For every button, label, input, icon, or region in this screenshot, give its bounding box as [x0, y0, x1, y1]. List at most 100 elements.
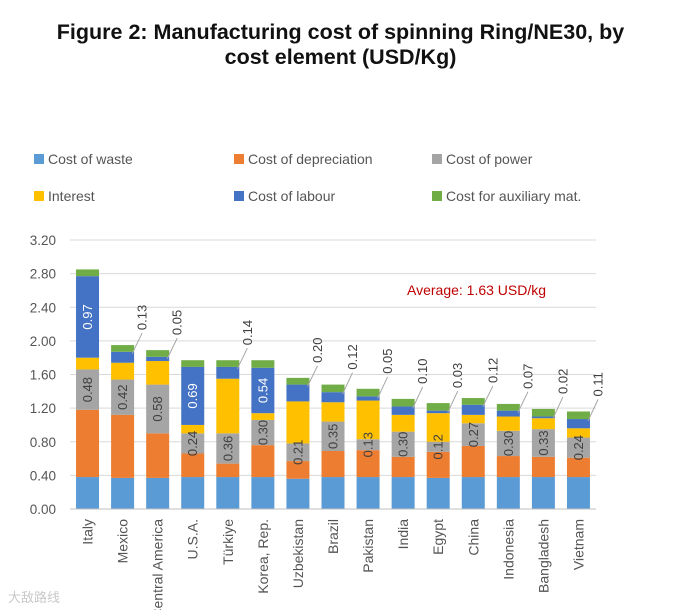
bar-bangladesh-cost-of-power	[531, 429, 555, 457]
bar-china-cost-of-waste	[461, 477, 485, 509]
x-tick-label-korea-rep: Korea, Rep.	[255, 519, 271, 594]
data-label-u-s-a-cost-of-power: 0.24	[185, 431, 200, 456]
bar-u-s-a-interest	[181, 424, 205, 434]
legend-label-cost-for-auxiliary-mat: Cost for auxiliary mat.	[446, 188, 581, 204]
bar-mexico-cost-of-waste	[111, 477, 135, 509]
bar-egypt-cost-of-waste	[426, 477, 450, 509]
chart-title: Figure 2: Manufacturing cost of spinning…	[0, 20, 681, 70]
data-label-pakistan-cost-of-power: 0.13	[361, 432, 376, 457]
y-tick-label: 2.00	[30, 334, 56, 349]
bar-uzbekistan-cost-of-labour	[286, 384, 310, 402]
bar-egypt-cost-of-power	[426, 441, 450, 452]
callout-line	[447, 390, 459, 413]
data-label-indonesia-cost-of-labour: 0.07	[520, 364, 535, 389]
bar-central-america-cost-of-depreciation	[146, 433, 170, 478]
bar-india-cost-of-waste	[391, 477, 415, 509]
callout-line	[412, 386, 424, 409]
legend-label-cost-of-power: Cost of power	[446, 151, 533, 167]
bar-t-rkiye-cost-of-power	[216, 433, 240, 464]
bar-india-cost-of-power	[391, 431, 415, 457]
x-tick-label-brazil: Brazil	[325, 519, 341, 554]
bar-brazil-cost-of-labour	[321, 392, 345, 403]
bar-china-cost-of-labour	[461, 404, 485, 415]
bar-korea-rep-interest	[251, 413, 275, 420]
bar-t-rkiye-interest	[216, 378, 240, 434]
bar-brazil-cost-for-auxiliary-mat	[321, 384, 345, 393]
chart-title-line1: Figure 2: Manufacturing cost of spinning…	[56, 20, 625, 44]
x-tick-label-t-rkiye: Türkiye	[220, 519, 236, 565]
bar-egypt-cost-for-auxiliary-mat	[426, 403, 450, 411]
bar-india-cost-of-labour	[391, 406, 415, 415]
data-label-vietnam-cost-of-labour: 0.11	[591, 372, 606, 396]
legend: Cost of waste Cost of depreciation Cost of…	[34, 151, 581, 204]
bar-india-cost-of-depreciation	[391, 456, 415, 478]
bar-korea-rep-cost-of-waste	[251, 477, 275, 509]
x-tick-label-mexico: Mexico	[115, 519, 131, 564]
chart-title-line2: cost element (USD/Kg)	[224, 45, 457, 69]
bar-uzbekistan-cost-for-auxiliary-mat	[286, 377, 310, 385]
bar-indonesia-cost-for-auxiliary-mat	[496, 403, 520, 411]
bar-central-america-cost-of-waste	[146, 477, 170, 509]
x-tick-label-india: India	[395, 519, 411, 550]
bar-indonesia-cost-of-labour	[496, 410, 520, 417]
data-label-india-cost-of-power: 0.30	[396, 432, 411, 457]
bar-pakistan-cost-of-power	[356, 439, 380, 451]
bar-bangladesh-cost-of-labour	[531, 416, 555, 419]
bar-central-america-cost-of-labour	[146, 356, 170, 362]
bar-india-interest	[391, 414, 415, 432]
x-tick-label-indonesia: Indonesia	[500, 519, 516, 580]
bar-mexico-cost-of-labour	[111, 351, 135, 363]
bar-u-s-a-cost-of-power	[181, 433, 205, 454]
data-label-bangladesh-cost-of-labour: 0.02	[555, 369, 570, 394]
bar-pakistan-cost-for-auxiliary-mat	[356, 388, 380, 397]
data-label-indonesia-cost-of-power: 0.30	[501, 431, 516, 456]
bar-italy-cost-for-auxiliary-mat	[76, 269, 100, 277]
x-tick-label-uzbekistan: Uzbekistan	[290, 519, 306, 588]
callout-line	[306, 365, 318, 387]
data-label-central-america-cost-of-labour: 0.05	[170, 310, 185, 335]
bar-vietnam-cost-of-waste	[566, 477, 590, 509]
legend-label-cost-of-labour: Cost of labour	[248, 188, 335, 204]
bar-egypt-cost-of-depreciation	[426, 451, 450, 478]
legend-swatch-cost-of-labour	[234, 191, 244, 201]
data-label-pakistan-cost-of-labour: 0.05	[380, 348, 395, 373]
bar-indonesia-cost-of-power	[496, 430, 520, 457]
bar-korea-rep-cost-for-auxiliary-mat	[251, 360, 275, 368]
bar-india-cost-for-auxiliary-mat	[391, 398, 415, 407]
bar-vietnam-interest	[566, 428, 590, 438]
data-label-mexico-cost-of-labour: 0.13	[135, 305, 150, 330]
data-label-brazil-cost-of-labour: 0.12	[345, 344, 360, 369]
bar-bangladesh-cost-of-waste	[531, 477, 555, 509]
bar-pakistan-interest	[356, 400, 380, 440]
y-tick-label: 2.40	[30, 300, 56, 315]
bar-indonesia-interest	[496, 416, 520, 431]
average-annotation: Average: 1.63 USD/kg	[407, 282, 546, 298]
x-tick-label-pakistan: Pakistan	[360, 519, 376, 573]
data-label-central-america-cost-of-power: 0.58	[150, 396, 165, 421]
legend-label-interest: Interest	[48, 188, 95, 204]
bar-korea-rep-cost-of-depreciation	[251, 445, 275, 478]
bar-italy-interest	[76, 357, 100, 370]
bar-u-s-a-cost-of-labour	[181, 366, 205, 425]
bar-indonesia-cost-of-depreciation	[496, 456, 520, 478]
watermark: 大敌路线	[8, 590, 61, 605]
bar-mexico-cost-of-depreciation	[111, 414, 135, 478]
callout-line	[131, 332, 143, 355]
x-tick-label-italy: Italy	[80, 519, 96, 545]
bar-mexico-cost-of-power	[111, 379, 135, 415]
bar-egypt-interest	[426, 413, 450, 442]
data-label-brazil-cost-of-power: 0.35	[326, 424, 341, 449]
bar-mexico-interest	[111, 362, 135, 380]
x-tick-label-vietnam: Vietnam	[570, 519, 586, 570]
data-label-bangladesh-cost-of-power: 0.33	[536, 430, 551, 455]
bar-t-rkiye-cost-for-auxiliary-mat	[216, 360, 240, 367]
legend-label-cost-of-depreciation: Cost of depreciation	[248, 151, 373, 167]
bar-china-cost-of-power	[461, 423, 485, 446]
bar-bangladesh-interest	[531, 418, 555, 430]
data-label-uzbekistan-cost-of-labour: 0.20	[310, 338, 325, 363]
bar-central-america-cost-for-auxiliary-mat	[146, 350, 170, 357]
y-tick-label: 2.80	[30, 267, 56, 282]
bar-t-rkiye-cost-of-waste	[216, 477, 240, 509]
x-tick-label-egypt: Egypt	[430, 519, 446, 555]
